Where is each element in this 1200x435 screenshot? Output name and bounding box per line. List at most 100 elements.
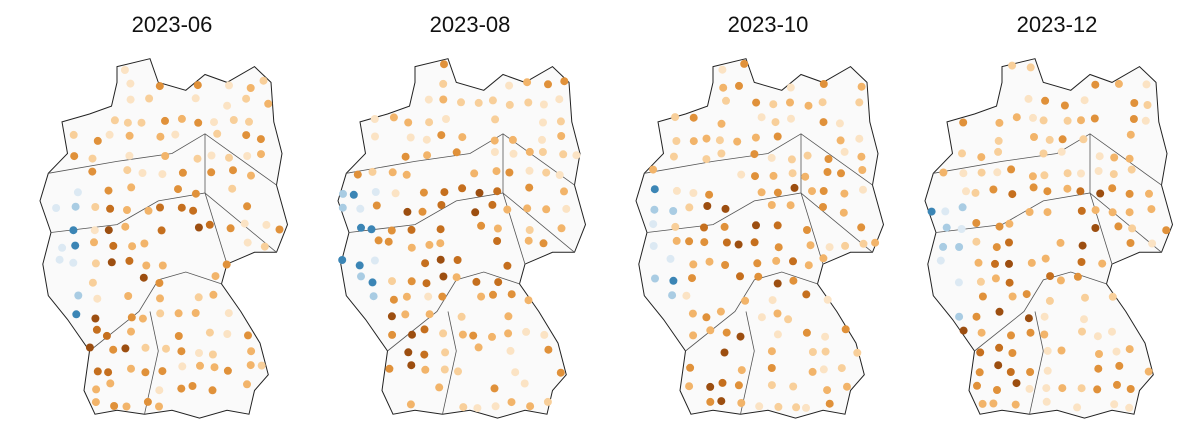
district-dot bbox=[871, 238, 880, 247]
district-dot bbox=[1094, 364, 1103, 373]
district-dot bbox=[689, 137, 698, 146]
district-dot bbox=[458, 330, 467, 339]
district-dot bbox=[671, 113, 680, 122]
district-dot bbox=[225, 81, 233, 90]
district-dot bbox=[459, 403, 468, 412]
district-dot bbox=[703, 202, 712, 210]
district-dot bbox=[69, 226, 78, 235]
district-dot bbox=[441, 348, 450, 357]
district-dot bbox=[177, 114, 186, 123]
district-dot bbox=[556, 117, 565, 126]
district-dot bbox=[840, 147, 849, 156]
district-dot bbox=[472, 277, 481, 286]
district-dot bbox=[1109, 170, 1118, 179]
district-dot bbox=[1080, 96, 1089, 105]
district-dot bbox=[823, 295, 832, 304]
district-dot bbox=[406, 400, 415, 409]
district-dot bbox=[1005, 238, 1013, 247]
district-dot bbox=[505, 100, 514, 109]
district-dot bbox=[752, 221, 760, 230]
district-dot bbox=[437, 131, 446, 140]
district-dot bbox=[786, 83, 795, 92]
district-dot bbox=[959, 169, 968, 178]
state-border bbox=[800, 133, 873, 253]
district-dot bbox=[372, 201, 381, 210]
district-dot bbox=[556, 368, 565, 377]
district-dot bbox=[773, 132, 782, 141]
district-dot bbox=[177, 384, 186, 393]
district-dot bbox=[649, 242, 658, 250]
district-dot bbox=[562, 204, 571, 213]
district-dot bbox=[668, 291, 677, 300]
district-dot bbox=[509, 149, 518, 158]
district-dot bbox=[823, 168, 832, 176]
district-dot bbox=[689, 113, 698, 122]
district-dot bbox=[722, 328, 731, 337]
district-dot bbox=[959, 326, 968, 335]
district-dot bbox=[1024, 314, 1033, 323]
district-dot bbox=[786, 201, 795, 210]
district-dot bbox=[750, 238, 759, 247]
district-dot bbox=[357, 272, 365, 281]
district-dot bbox=[1091, 206, 1100, 215]
district-dot bbox=[404, 118, 413, 127]
district-dot bbox=[387, 226, 396, 235]
district-dot bbox=[209, 290, 218, 299]
district-dot bbox=[388, 277, 396, 286]
district-dot bbox=[819, 187, 828, 195]
district-dot bbox=[508, 135, 517, 144]
district-dot bbox=[740, 59, 749, 68]
district-dot bbox=[439, 272, 448, 281]
district-dot bbox=[525, 183, 534, 192]
district-dot bbox=[222, 260, 231, 269]
district-dot bbox=[125, 131, 134, 140]
district-dot bbox=[767, 153, 776, 162]
district-dot bbox=[520, 379, 529, 388]
district-dot bbox=[523, 204, 532, 213]
district-dot bbox=[194, 223, 203, 232]
district-dot bbox=[721, 204, 730, 213]
district-dot bbox=[223, 366, 232, 375]
district-dot bbox=[246, 84, 255, 92]
district-dot bbox=[247, 347, 256, 356]
district-dot bbox=[424, 95, 433, 104]
district-dot bbox=[1025, 384, 1034, 393]
district-dot bbox=[1115, 361, 1124, 370]
district-dot bbox=[473, 404, 482, 413]
district-dot bbox=[995, 343, 1004, 352]
country-outline bbox=[635, 58, 885, 419]
district-dot bbox=[225, 153, 233, 162]
district-dot bbox=[401, 310, 410, 319]
state-border bbox=[442, 311, 457, 415]
district-dot bbox=[1007, 331, 1015, 340]
district-dot bbox=[177, 347, 186, 356]
district-dot bbox=[188, 382, 197, 390]
district-dot bbox=[104, 186, 113, 195]
district-dot bbox=[1090, 114, 1099, 123]
district-dot bbox=[927, 207, 936, 216]
district-dot bbox=[126, 79, 135, 88]
district-dot bbox=[490, 148, 499, 156]
district-dot bbox=[436, 225, 445, 234]
district-dot bbox=[242, 94, 251, 103]
district-dot bbox=[436, 239, 445, 248]
district-dot bbox=[1060, 101, 1069, 110]
district-dot bbox=[1108, 327, 1116, 336]
district-dot bbox=[178, 168, 187, 177]
country-outline bbox=[337, 58, 587, 419]
district-dot bbox=[540, 330, 549, 339]
district-dot bbox=[672, 236, 681, 245]
district-dot bbox=[123, 206, 131, 214]
district-dot bbox=[1113, 380, 1121, 389]
district-dot bbox=[1108, 208, 1117, 217]
district-dot bbox=[424, 292, 433, 301]
district-dot bbox=[819, 80, 828, 88]
district-dot bbox=[70, 152, 79, 161]
district-dot bbox=[751, 172, 759, 181]
district-dot bbox=[768, 296, 777, 305]
district-dot bbox=[1012, 379, 1021, 388]
district-dot bbox=[705, 257, 714, 266]
district-dot bbox=[977, 328, 986, 337]
district-dot bbox=[368, 167, 377, 176]
